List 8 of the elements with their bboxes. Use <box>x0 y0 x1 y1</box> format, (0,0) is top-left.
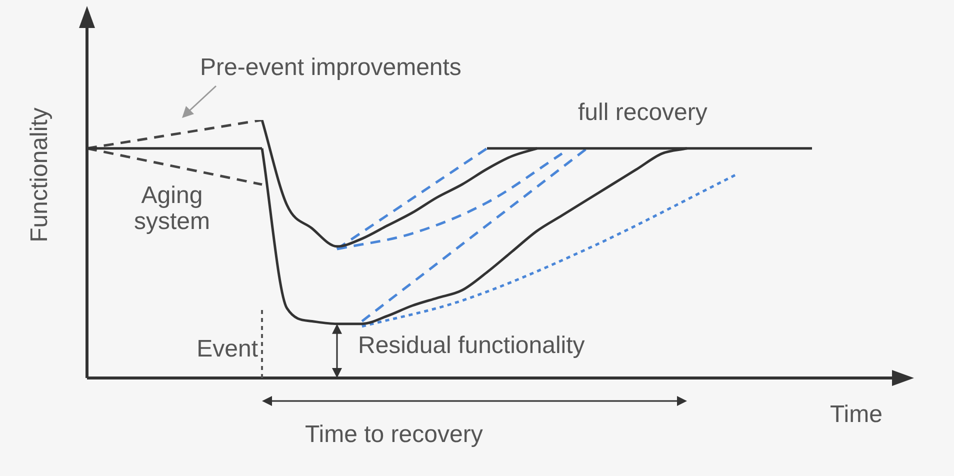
annotation: Residual functionality <box>358 332 585 360</box>
x-axis-title: Time <box>830 401 882 428</box>
text: Pre-event improvements <box>200 54 462 82</box>
annotation: Aging system <box>132 182 211 236</box>
text: Time to recovery <box>305 421 483 448</box>
annotation: full recovery <box>578 99 708 126</box>
y-axis-title: Functionality <box>26 108 54 242</box>
text: Event <box>196 336 258 363</box>
